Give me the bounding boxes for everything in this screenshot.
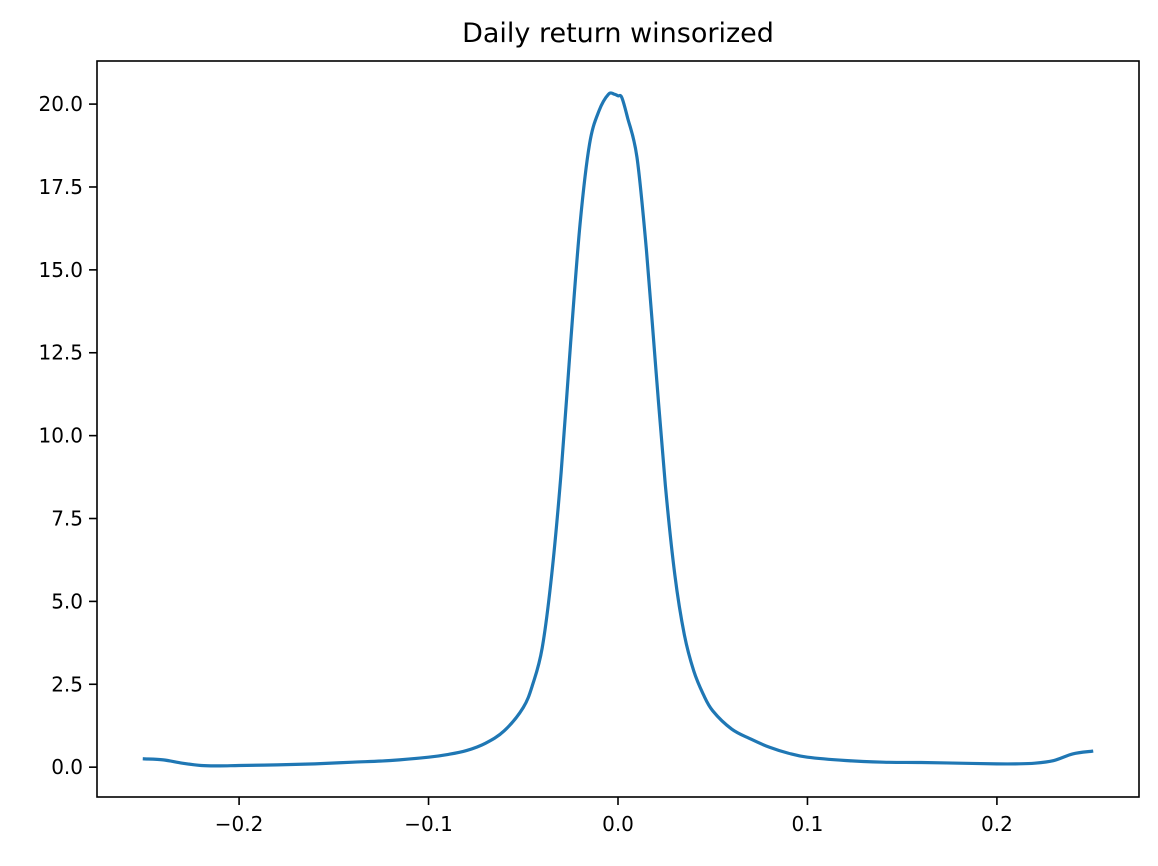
series-layer [142,91,1094,768]
density-line [142,91,1094,768]
x-axis: −0.2 −0.1 0.0 0.1 0.2 [215,797,1013,836]
x-tick-label: 0.2 [981,812,1013,836]
x-tick-label: 0.0 [602,812,634,836]
y-tick-label: 17.5 [38,175,83,199]
y-tick-label: 0.0 [51,755,83,779]
plot-area-frame [96,60,1140,798]
y-tick-label: 12.5 [38,341,83,365]
x-tick-label: 0.1 [792,812,824,836]
y-tick-label: 7.5 [51,507,83,531]
y-tick-label: 2.5 [51,672,83,696]
y-axis: 0.0 2.5 5.0 7.5 10.0 12.5 15.0 17.5 20.0 [38,92,97,779]
y-tick-label: 20.0 [38,92,83,116]
y-tick-label: 5.0 [51,589,83,613]
chart-title: Daily return winsorized [462,18,774,49]
x-tick-label: −0.2 [215,812,264,836]
y-tick-label: 10.0 [38,424,83,448]
x-tick-label: −0.1 [404,812,453,836]
y-tick-label: 15.0 [38,258,83,282]
